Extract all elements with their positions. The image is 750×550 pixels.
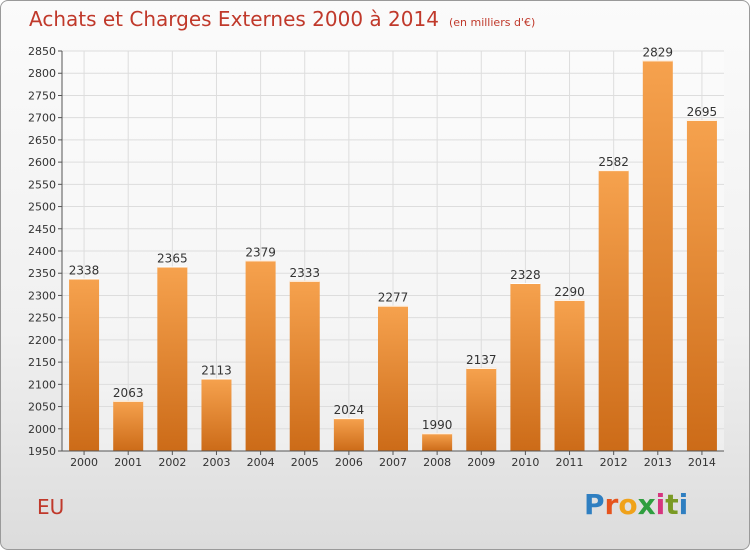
- x-tick-label: 2005: [291, 456, 319, 469]
- data-label: 2333: [289, 266, 320, 280]
- logo-letter: x: [637, 488, 656, 521]
- y-tick-label: 2250: [28, 312, 56, 325]
- y-tick-label: 2150: [28, 356, 56, 369]
- bar: [69, 278, 100, 451]
- region-label: EU: [37, 495, 65, 519]
- x-tick-label: 2006: [335, 456, 363, 469]
- logo-letter: P: [584, 488, 605, 521]
- chart-title-block: Achats et Charges Externes 2000 à 2014 (e…: [29, 7, 535, 31]
- y-tick-label: 2400: [28, 245, 56, 258]
- y-tick-label: 1950: [28, 445, 56, 458]
- bar-chart: 1950 2000 2050 2100 2150 2200 2250 2300 2350 2400…: [28, 45, 724, 469]
- bar: [686, 119, 717, 451]
- logo-letter: i: [678, 488, 689, 521]
- data-label: 2829: [643, 45, 674, 59]
- bar: [333, 418, 364, 451]
- y-tick-label: 2100: [28, 378, 56, 391]
- bar: [378, 305, 408, 451]
- y-tick-label: 2050: [28, 401, 56, 414]
- proxiti-logo: Proxiti: [584, 488, 688, 521]
- data-label: 2277: [378, 291, 409, 305]
- x-tick-label: 2013: [644, 456, 672, 469]
- y-tick-label: 2650: [28, 134, 56, 147]
- data-label: 2338: [69, 264, 100, 278]
- bar: [113, 400, 144, 451]
- logo-letter: o: [618, 488, 638, 521]
- y-tick-label: 2450: [28, 223, 56, 236]
- bar: [554, 299, 585, 451]
- x-tick-label: 2012: [600, 456, 628, 469]
- data-label: 2695: [687, 105, 718, 119]
- chart-unit: (en milliers d'€): [448, 16, 536, 29]
- y-tick-label: 2750: [28, 89, 56, 102]
- bar: [245, 260, 276, 451]
- y-tick-label: 2850: [28, 45, 56, 58]
- x-tick-label: 2003: [202, 456, 230, 469]
- data-label: 2582: [598, 155, 629, 169]
- x-tick-label: 2001: [114, 456, 142, 469]
- bar: [422, 433, 453, 451]
- data-label: 2024: [334, 403, 365, 417]
- x-tick-label: 2009: [467, 456, 495, 469]
- bar: [201, 378, 232, 451]
- data-label: 2113: [201, 364, 232, 378]
- x-tick-label: 2002: [158, 456, 186, 469]
- y-tick-label: 2200: [28, 334, 56, 347]
- y-tick-label: 2000: [28, 423, 56, 436]
- data-label: 2379: [245, 245, 276, 259]
- y-tick-label: 2800: [28, 67, 56, 80]
- x-tick-label: 2010: [511, 456, 539, 469]
- logo-letter: r: [604, 488, 619, 521]
- data-label: 1990: [422, 418, 453, 432]
- bar: [510, 283, 541, 451]
- bar: [289, 280, 320, 451]
- y-tick-label: 2550: [28, 178, 56, 191]
- data-label: 2063: [113, 386, 144, 400]
- y-tick-label: 2350: [28, 267, 56, 280]
- y-tick-label: 2700: [28, 112, 56, 125]
- x-tick-label: 2008: [423, 456, 451, 469]
- bar: [642, 60, 673, 451]
- bar: [598, 170, 629, 451]
- logo-letter: t: [665, 488, 679, 521]
- data-label: 2365: [157, 252, 188, 266]
- bar: [466, 367, 497, 451]
- x-tick-label: 2014: [688, 456, 716, 469]
- x-tick-label: 2011: [556, 456, 584, 469]
- y-tick-label: 2600: [28, 156, 56, 169]
- logo-letter: i: [655, 488, 666, 521]
- y-tick-label: 2300: [28, 289, 56, 302]
- chart-title: Achats et Charges Externes 2000 à 2014: [29, 7, 439, 31]
- data-label: 2328: [510, 268, 541, 282]
- y-tick-label: 2500: [28, 201, 56, 214]
- data-label: 2290: [554, 285, 585, 299]
- x-tick-label: 2004: [247, 456, 275, 469]
- x-tick-label: 2007: [379, 456, 407, 469]
- data-label: 2137: [466, 353, 497, 367]
- x-tick-label: 2000: [70, 456, 98, 469]
- bar: [157, 266, 188, 451]
